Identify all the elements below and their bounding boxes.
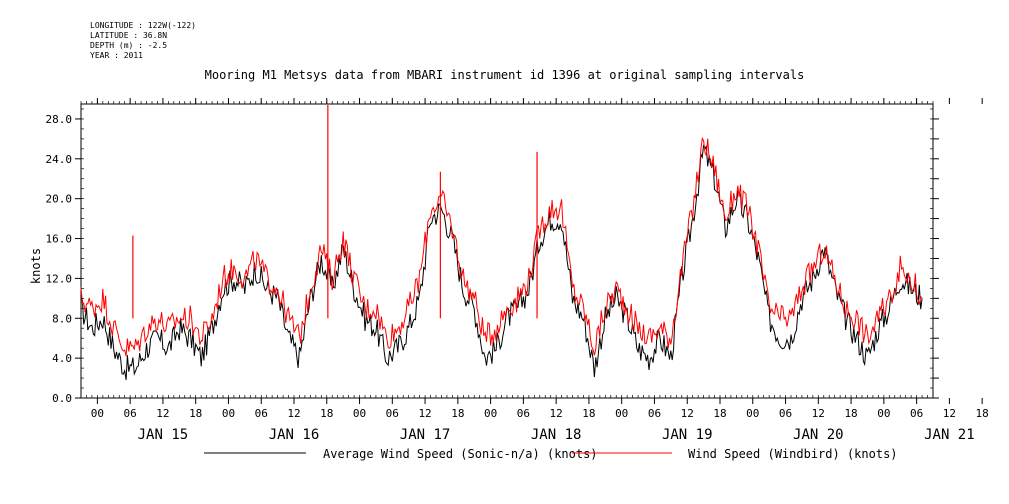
x-tick-label: 12	[812, 407, 825, 420]
x-tick-label: 18	[451, 407, 464, 420]
y-axis-label: knots	[29, 248, 43, 284]
x-day-label: JAN 17	[400, 427, 451, 443]
series-line	[80, 144, 923, 381]
y-tick-label: 16.0	[46, 233, 73, 246]
x-day-label: JAN 16	[269, 427, 320, 443]
x-tick-label: 12	[287, 407, 300, 420]
x-tick-label: 12	[681, 407, 694, 420]
x-day-label: JAN 21	[924, 427, 975, 443]
y-tick-label: 20.0	[46, 193, 73, 206]
x-tick-label: 06	[648, 407, 661, 420]
x-tick-label: 00	[353, 407, 366, 420]
x-tick-label: 12	[156, 407, 169, 420]
x-tick-label: 12	[418, 407, 431, 420]
x-tick-label: 18	[976, 407, 989, 420]
y-tick-label: 28.0	[46, 113, 73, 126]
x-tick-label: 18	[320, 407, 333, 420]
x-tick-label: 00	[222, 407, 235, 420]
x-day-label: JAN 20	[793, 427, 844, 443]
series-line	[80, 136, 923, 357]
year-label: YEAR : 2011	[90, 51, 143, 60]
y-tick-label: 12.0	[46, 272, 73, 285]
x-tick-label: 00	[91, 407, 104, 420]
y-tick-label: 4.0	[52, 352, 72, 365]
y-tick-label: 24.0	[46, 153, 73, 166]
x-tick-label: 06	[386, 407, 399, 420]
x-tick-label: 18	[189, 407, 202, 420]
x-tick-label: 06	[910, 407, 923, 420]
x-tick-label: 06	[255, 407, 268, 420]
x-tick-label: 06	[124, 407, 137, 420]
legend-label-average: Average Wind Speed (Sonic-n/a) (knots)	[323, 447, 598, 461]
latitude-label: LATITUDE : 36.8N	[90, 31, 168, 40]
x-tick-label: 00	[877, 407, 890, 420]
metadata-block: LONGITUDE : 122W(-122) LATITUDE : 36.8N …	[90, 21, 196, 61]
x-day-label: JAN 15	[138, 427, 189, 443]
x-tick-label: 00	[484, 407, 497, 420]
longitude-label: LONGITUDE : 122W(-122)	[90, 21, 196, 30]
legend-label-windbird: Wind Speed (Windbird) (knots)	[688, 447, 898, 461]
x-day-label: JAN 18	[531, 427, 582, 443]
x-tick-label: 18	[844, 407, 857, 420]
x-tick-label: 06	[779, 407, 792, 420]
x-tick-label: 00	[746, 407, 759, 420]
x-tick-label: 18	[582, 407, 595, 420]
x-tick-label: 06	[517, 407, 530, 420]
x-tick-label: 00	[615, 407, 628, 420]
x-tick-label: 12	[550, 407, 563, 420]
plot-frame	[80, 103, 934, 399]
depth-label: DEPTH (m) : -2.5	[90, 41, 168, 50]
y-tick-label: 8.0	[52, 312, 72, 325]
x-day-label: JAN 19	[662, 427, 713, 443]
chart-title: Mooring M1 Metsys data from MBARI instru…	[204, 68, 805, 82]
x-tick-label: 12	[943, 407, 956, 420]
x-tick-label: 18	[713, 407, 726, 420]
y-tick-label: 0.0	[52, 392, 72, 405]
